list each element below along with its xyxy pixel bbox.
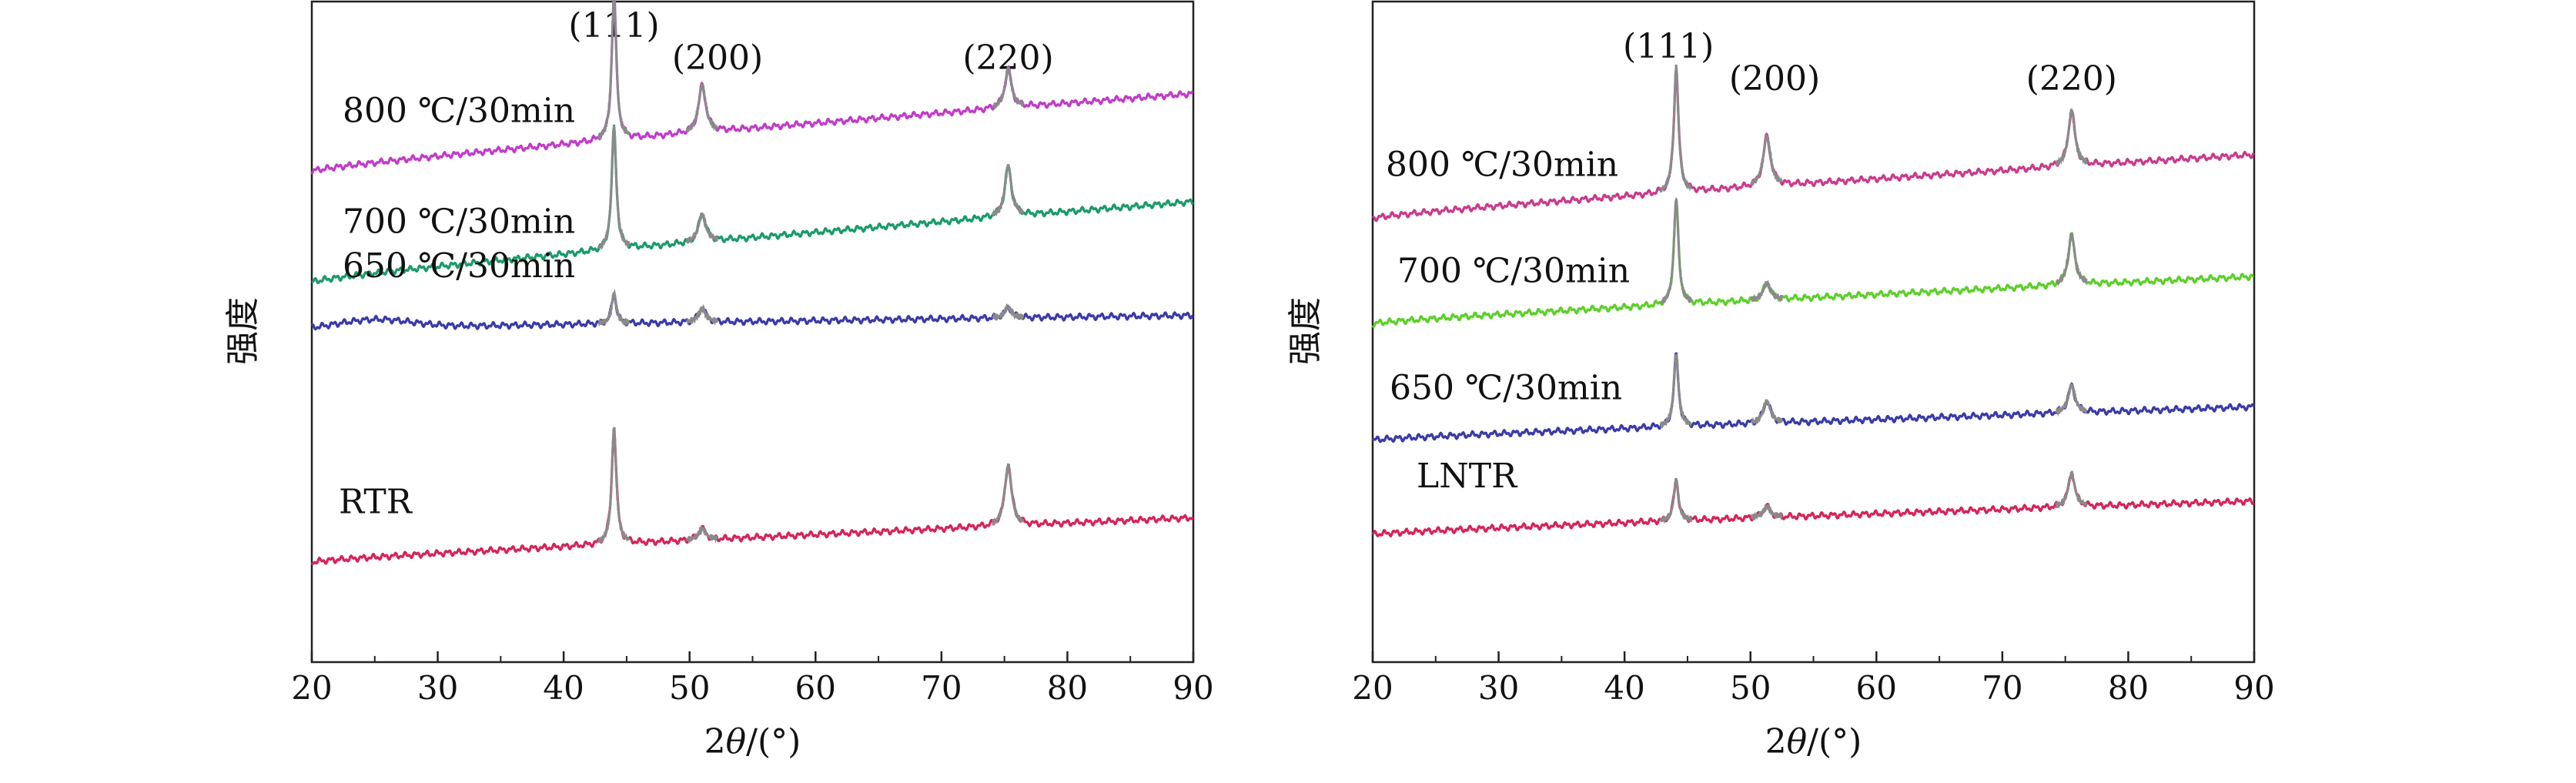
- x-tick-label: 70: [921, 669, 962, 707]
- series-line: [310, 0, 1194, 176]
- x-tick-label: 80: [1047, 669, 1088, 707]
- series-line: [1371, 198, 2254, 328]
- series-label: 650 ℃/30min: [343, 246, 575, 286]
- x-tick-label: 60: [1856, 669, 1897, 707]
- chart-panel-right: 20 30 40 50 60 70 80 90 2θ/(°) 强度 (111) (200) (220) 8…: [1286, 0, 2275, 761]
- peak-label: (200): [672, 38, 763, 78]
- x-tick-label: 50: [1730, 669, 1771, 707]
- series-peak: [1660, 477, 1692, 524]
- series-peak: [2055, 108, 2088, 166]
- series-peak: [2055, 231, 2088, 287]
- series-peak: [992, 66, 1025, 109]
- series-peak: [2055, 470, 2088, 509]
- series-peak: [597, 427, 631, 544]
- series-peak: [597, 0, 631, 139]
- x-tick-label: 80: [2108, 669, 2149, 707]
- peak-label: (220): [2026, 59, 2117, 99]
- x-tick-label: 60: [795, 669, 836, 707]
- series-peak: [1750, 132, 1783, 186]
- x-axis-label: 2θ/(°): [1765, 722, 1862, 761]
- series-peak: [1660, 64, 1692, 193]
- peak-label: (200): [1729, 59, 1820, 99]
- series-peak: [685, 81, 718, 132]
- series-line: [1371, 352, 2255, 443]
- x-tick-label: 20: [1352, 669, 1393, 707]
- x-tick-label: 50: [669, 669, 710, 707]
- series-label: 800 ℃/30min: [1386, 146, 1618, 185]
- series-line: [311, 124, 1194, 285]
- x-tick-label: 30: [417, 669, 458, 707]
- series-label: 650 ℃/30min: [1390, 369, 1622, 408]
- series-label: 700 ℃/30min: [343, 202, 575, 241]
- x-tick-label: 40: [543, 669, 584, 707]
- x-tick-label: 40: [1604, 669, 1644, 707]
- series-label: LNTR: [1417, 457, 1518, 496]
- series-peak: [992, 303, 1025, 321]
- series-peak: [1750, 399, 1783, 426]
- series-peak: [597, 125, 631, 252]
- series-peak: [992, 164, 1025, 217]
- series-line: [310, 429, 1194, 565]
- y-axis-label: 强度: [1286, 297, 1325, 365]
- series-line: [1371, 67, 2255, 223]
- series-peak: [1750, 279, 1783, 303]
- series-peak: [597, 288, 631, 327]
- series-peak: [1660, 196, 1692, 305]
- series-line: [310, 293, 1194, 331]
- series-peak: [685, 212, 718, 245]
- series-peak: [685, 525, 718, 544]
- x-tick-label: 90: [1173, 669, 1213, 707]
- x-tick-label: 90: [2233, 669, 2274, 707]
- plot-frame: [1371, 0, 2256, 664]
- series-peak: [1750, 502, 1783, 521]
- peak-label: (111): [1623, 27, 1714, 66]
- series-line: [1371, 474, 2255, 537]
- y-axis-label: 强度: [223, 297, 263, 365]
- series-label: RTR: [339, 482, 413, 521]
- x-tick-label: 20: [291, 669, 332, 707]
- x-tick-label: 30: [1478, 669, 1519, 707]
- series-label: 700 ℃/30min: [1397, 252, 1630, 291]
- series-peak: [2055, 383, 2088, 417]
- series-peak: [685, 303, 718, 326]
- series-peak: [992, 463, 1025, 526]
- series-peak: [1660, 353, 1692, 430]
- series-label: 800 ℃/30min: [343, 91, 575, 130]
- x-tick-label: 70: [1982, 669, 2022, 707]
- x-axis-label: 2θ/(°): [704, 722, 801, 761]
